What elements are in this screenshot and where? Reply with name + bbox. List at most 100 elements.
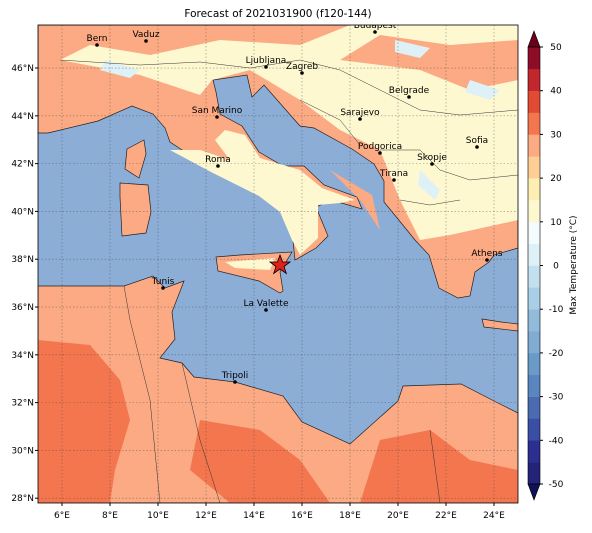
city-marker [475, 145, 479, 149]
x-tick-label: 8°E [102, 511, 118, 521]
colorbar-segment [528, 331, 540, 354]
colorbar-tick-label: -30 [549, 393, 564, 403]
colorbar-tick-label: -10 [549, 305, 564, 315]
colorbar-tick-label: 30 [550, 130, 562, 140]
title: Forecast of 2021031900 (f120-144) [184, 8, 371, 20]
plot-frame [37, 24, 519, 504]
colorbar-segment [528, 462, 540, 485]
y-tick-label: 28°N [11, 494, 34, 504]
colorbar-segment [528, 287, 540, 310]
sardinia [119, 182, 152, 237]
city-label: Ljubljana [246, 56, 287, 66]
colorbar-segment [528, 112, 540, 135]
city-label: Athens [471, 249, 502, 259]
colorbar-label: Max Temperature (°C) [569, 215, 579, 314]
x-tick-label: 12°E [195, 511, 217, 521]
city-label: Belgrade [389, 86, 430, 96]
corsica [124, 139, 147, 179]
y-tick-label: 44°N [11, 112, 34, 122]
city-marker [216, 164, 220, 168]
city-label: Tunis [151, 277, 175, 287]
city-label: Skopje [417, 153, 447, 163]
city-marker [485, 258, 489, 262]
colorbar-tick-label: 50 [550, 43, 562, 53]
colorbar-tick-label: -20 [549, 349, 564, 359]
warm-zone [170, 130, 355, 255]
colorbar-segment [528, 68, 540, 91]
y-tick-label: 36°N [11, 303, 34, 313]
city-marker [215, 115, 219, 119]
colorbar-tick-label: -40 [549, 436, 564, 446]
colorbar-segment [528, 309, 540, 332]
city-label: Podgorica [358, 142, 402, 152]
city-label: Tirana [379, 169, 408, 179]
colorbar-tick-label: 40 [550, 87, 562, 97]
colorbar-segment [528, 90, 540, 113]
city-marker [264, 308, 268, 312]
x-tick-label: 14°E [243, 511, 265, 521]
colorbar: -50 -40 -30 -20 -10 0 10 20 30 40 50 [527, 30, 564, 501]
colorbar-segment [528, 374, 540, 397]
colorbar-extend-high [527, 30, 541, 48]
city-label: Sarajevo [340, 108, 380, 118]
y-tick-label: 32°N [11, 399, 34, 409]
warm-zone [225, 258, 275, 270]
city-marker [161, 286, 165, 290]
x-tick-label: 6°E [54, 511, 70, 521]
colorbar-tick-label: 0 [553, 262, 559, 272]
city-label: Zagreb [286, 62, 318, 72]
city-marker [407, 95, 411, 99]
city-label: Roma [205, 155, 231, 165]
colorbar-tick-label: -50 [549, 480, 564, 490]
y-tick-label: 30°N [11, 446, 34, 456]
x-tick-label: 20°E [387, 511, 409, 521]
y-tick-label: 46°N [11, 64, 34, 74]
colorbar-segment [528, 396, 540, 419]
city-marker [373, 30, 377, 34]
y-tick-label: 38°N [11, 255, 34, 265]
city-label: Tripoli [221, 371, 249, 381]
city-marker [378, 151, 382, 155]
colorbar-segment [528, 352, 540, 376]
y-tick-label: 42°N [11, 160, 34, 170]
x-tick-label: 18°E [339, 511, 361, 521]
colorbar-segment [528, 418, 540, 441]
city-marker [144, 39, 148, 43]
city-label: Budapest [354, 21, 397, 31]
colorbar-segment [528, 199, 540, 223]
city-marker [95, 43, 99, 47]
city-marker [358, 117, 362, 121]
crete [481, 318, 518, 332]
axes: 6°E 8°E 10°E 12°E 14°E 16°E 18°E 20°E 22°E 24°E 28… [11, 64, 505, 521]
colorbar-segment [528, 440, 540, 463]
y-tick-label: 40°N [11, 207, 34, 217]
x-tick-label: 22°E [435, 511, 457, 521]
colorbar-segment [528, 47, 540, 70]
x-tick-label: 16°E [291, 511, 313, 521]
colorbar-segment [528, 156, 540, 179]
colorbar-segment [528, 221, 540, 244]
city-label: Vaduz [132, 30, 159, 40]
hot-zone [38, 340, 518, 503]
warm-zone [60, 25, 518, 240]
city-label: Bern [87, 34, 108, 44]
colorbar-extend-low [527, 483, 541, 501]
graticule [38, 25, 518, 503]
city-marker [392, 178, 396, 182]
city-marker [300, 71, 304, 75]
colorbar-segment [528, 178, 540, 201]
x-tick-label: 10°E [147, 511, 169, 521]
x-tick-label: 24°E [483, 511, 505, 521]
colorbar-segment [528, 243, 540, 266]
forecast-point-star [268, 253, 292, 275]
colorbar-tick-label: 20 [550, 174, 562, 184]
colorbar-segment [528, 134, 540, 157]
city-marker [264, 65, 268, 69]
city-marker [233, 380, 237, 384]
city-label: La Valette [244, 299, 289, 309]
borders [59, 59, 518, 503]
colorbar-segment [528, 265, 540, 288]
y-tick-label: 34°N [11, 351, 34, 361]
